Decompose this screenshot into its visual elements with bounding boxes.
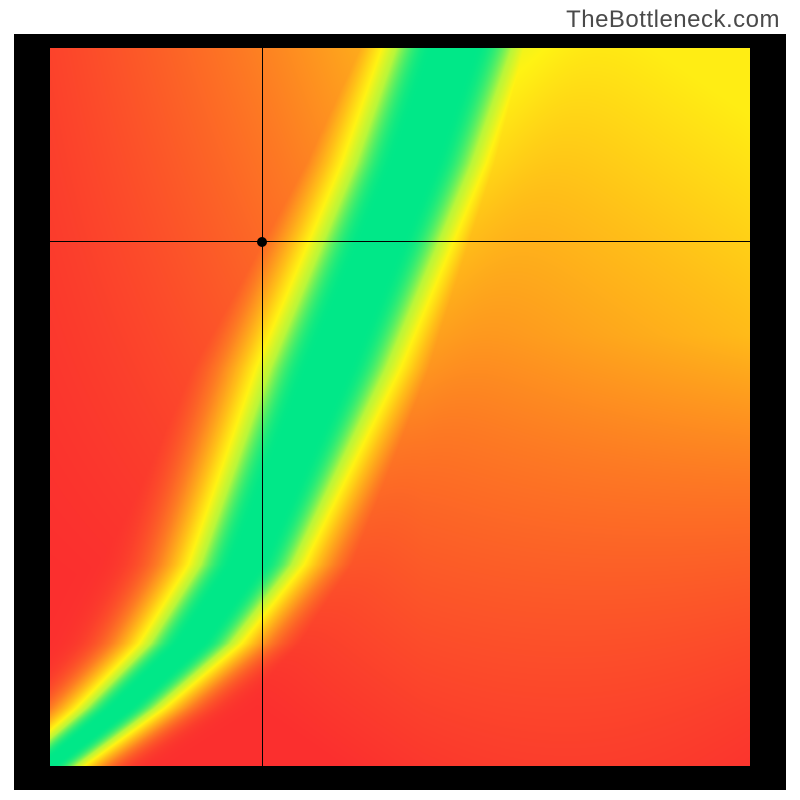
heatmap-plot [50, 48, 750, 766]
frame-top [14, 34, 786, 48]
frame-left [14, 34, 50, 790]
chart-container: TheBottleneck.com [0, 0, 800, 800]
watermark-text: TheBottleneck.com [566, 6, 780, 34]
frame-bottom [14, 766, 786, 790]
crosshair-horizontal [50, 241, 750, 242]
heatmap-canvas [50, 48, 750, 766]
crosshair-vertical [262, 48, 263, 766]
crosshair-marker [257, 237, 267, 247]
frame-right [750, 34, 786, 790]
